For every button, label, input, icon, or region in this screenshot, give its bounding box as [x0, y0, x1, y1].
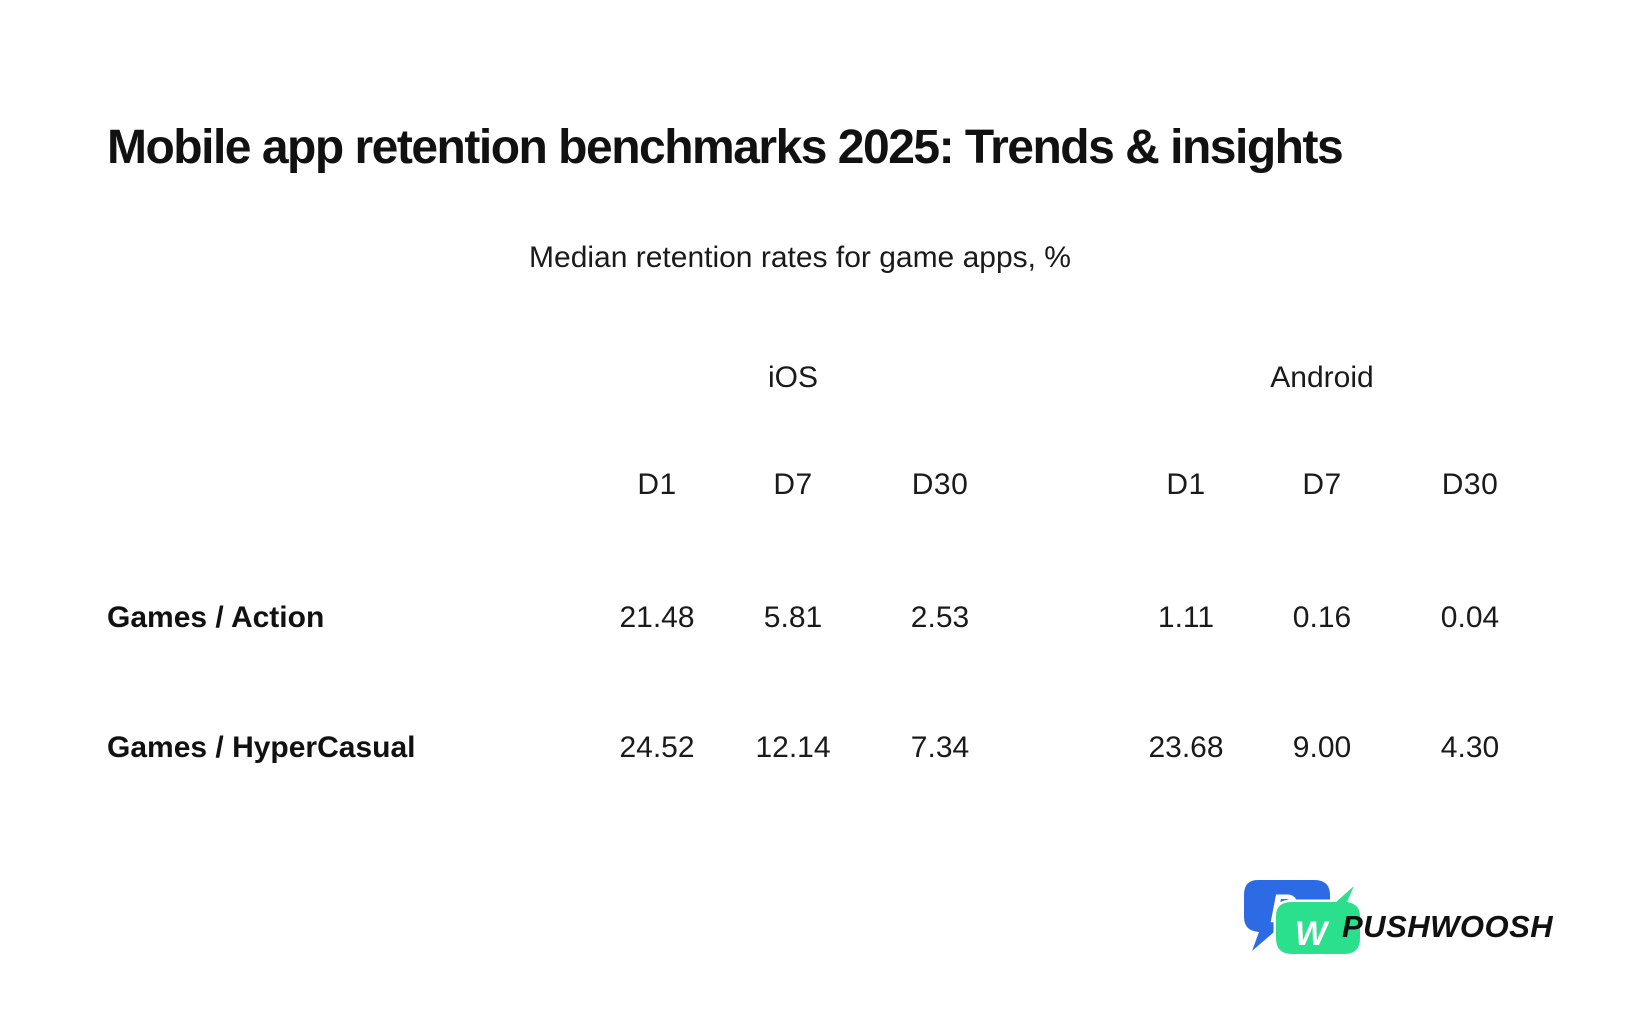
platform-group-ios: iOS — [767, 361, 818, 394]
value-cell: 4.30 — [1440, 731, 1500, 764]
column-header-android-d1: D1 — [1166, 468, 1206, 501]
value-cell: 7.34 — [910, 731, 970, 764]
value-cell: 23.68 — [1148, 731, 1224, 764]
value-cell: 12.14 — [755, 731, 831, 764]
row-label-games-hypercasual: Games / HyperCasual — [107, 731, 416, 764]
value-cell: 21.48 — [619, 601, 695, 634]
page-title: Mobile app retention benchmarks 2025: Tr… — [107, 121, 1344, 174]
platform-group-android: Android — [1270, 361, 1374, 394]
column-header-android-d7: D7 — [1302, 468, 1342, 501]
pushwoosh-icon: P W — [1244, 880, 1360, 956]
column-header-ios-d7: D7 — [773, 468, 813, 501]
logo-letter-w: W — [1295, 915, 1330, 953]
column-header-ios-d30: D30 — [911, 468, 969, 501]
column-header-ios-d1: D1 — [637, 468, 677, 501]
pushwoosh-logo: P W PUSHWOOSH — [1242, 878, 1553, 958]
value-cell: 1.11 — [1157, 601, 1215, 634]
value-cell: 5.81 — [763, 601, 823, 634]
value-cell: 0.04 — [1440, 601, 1500, 634]
value-cell: 24.52 — [619, 731, 695, 764]
chart-subtitle: Median retention rates for game apps, % — [529, 241, 1071, 274]
value-cell: 9.00 — [1292, 731, 1352, 764]
row-label-games-action: Games / Action — [107, 601, 325, 634]
value-cell: 2.53 — [910, 601, 970, 634]
value-cell: 0.16 — [1292, 601, 1352, 634]
pushwoosh-wordmark: PUSHWOOSH — [1342, 909, 1554, 944]
column-header-android-d30: D30 — [1441, 468, 1499, 501]
